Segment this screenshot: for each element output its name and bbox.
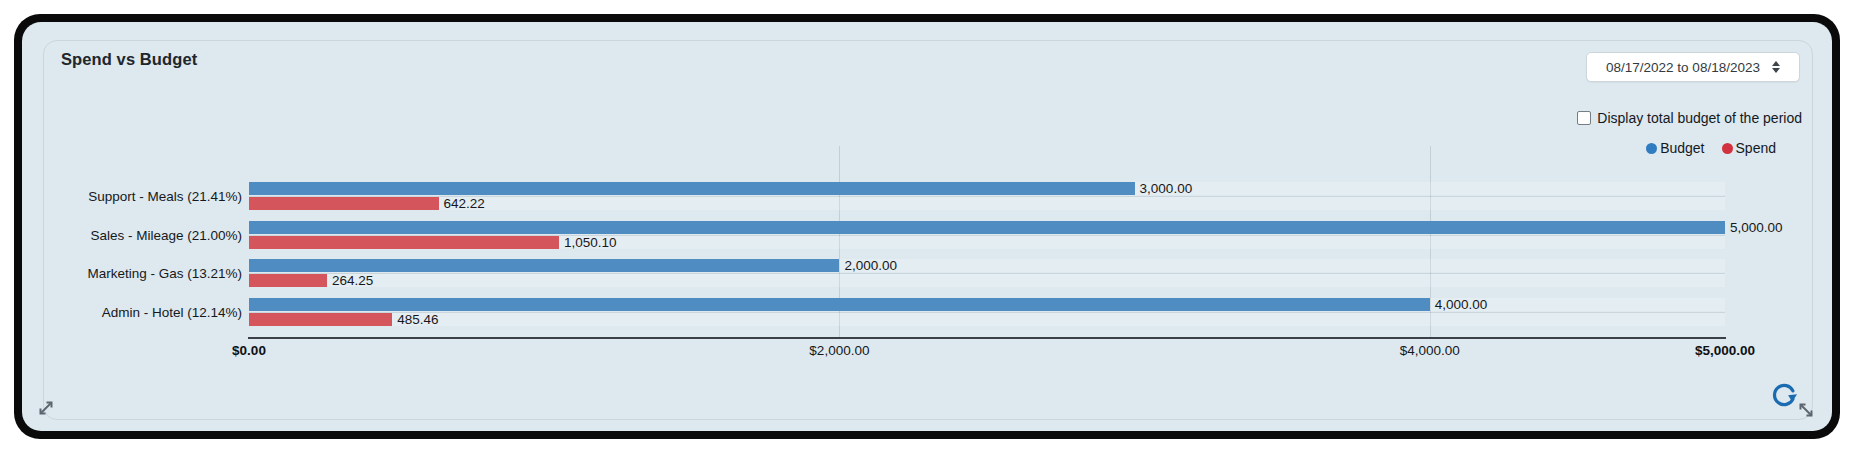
chart-area: Support - Meals (21.41%) 3,000.00 642.22 Sa…: [44, 41, 1812, 419]
budget-bar[interactable]: [249, 298, 1430, 311]
spend-bar-track: 642.22: [249, 197, 1725, 210]
category-row: Admin - Hotel (12.14%) 4,000.00 485.46: [44, 293, 1812, 331]
category-label: Marketing - Gas (13.21%): [44, 266, 242, 281]
spend-bar[interactable]: [249, 313, 392, 326]
budget-bar-track: 2,000.00: [249, 259, 1725, 272]
spend-bar-track: 485.46: [249, 313, 1725, 326]
axis-tick-label: $4,000.00: [1400, 343, 1460, 358]
budget-value-label: 3,000.00: [1140, 182, 1193, 195]
spend-bar[interactable]: [249, 197, 439, 210]
axis-tick-label: $0.00: [232, 343, 266, 358]
axis-tick-label: $5,000.00: [1695, 343, 1755, 358]
resize-handle-sw-icon[interactable]: [37, 399, 55, 417]
resize-handle-se-icon[interactable]: [1797, 401, 1815, 419]
page: Spend vs Budget 08/17/2022 to 08/18/2023…: [0, 0, 1854, 461]
spend-bar-track: 1,050.10: [249, 236, 1725, 249]
category-label: Sales - Mileage (21.00%): [44, 227, 242, 242]
spend-value-label: 264.25: [332, 274, 373, 287]
category-label: Support - Meals (21.41%): [44, 189, 242, 204]
widget-frame: Spend vs Budget 08/17/2022 to 08/18/2023…: [14, 14, 1840, 439]
spend-value-label: 485.46: [397, 313, 438, 326]
budget-bar[interactable]: [249, 182, 1135, 195]
refresh-icon[interactable]: [1769, 380, 1799, 410]
spend-vs-budget-card: Spend vs Budget 08/17/2022 to 08/18/2023…: [43, 40, 1813, 420]
spend-value-label: 1,050.10: [564, 236, 617, 249]
category-label: Admin - Hotel (12.14%): [44, 304, 242, 319]
spend-value-label: 642.22: [444, 197, 485, 210]
spend-bar-track: 264.25: [249, 274, 1725, 287]
spend-bar[interactable]: [249, 274, 327, 287]
widget-panel: Spend vs Budget 08/17/2022 to 08/18/2023…: [22, 22, 1832, 431]
budget-bar-track: 3,000.00: [249, 182, 1725, 195]
category-row: Support - Meals (21.41%) 3,000.00 642.22: [44, 177, 1812, 215]
budget-value-label: 5,000.00: [1730, 221, 1783, 234]
bar-group: 5,000.00 1,050.10: [249, 221, 1725, 249]
bar-group: 3,000.00 642.22: [249, 182, 1725, 210]
x-axis-line: [248, 337, 1726, 339]
budget-bar-track: 4,000.00: [249, 298, 1725, 311]
bar-group: 2,000.00 264.25: [249, 259, 1725, 287]
budget-value-label: 2,000.00: [844, 259, 897, 272]
budget-bar-track: 5,000.00: [249, 221, 1725, 234]
bar-group: 4,000.00 485.46: [249, 298, 1725, 326]
spend-bar[interactable]: [249, 236, 559, 249]
axis-tick-label: $2,000.00: [809, 343, 869, 358]
budget-bar[interactable]: [249, 221, 1725, 234]
budget-value-label: 4,000.00: [1435, 298, 1488, 311]
budget-bar[interactable]: [249, 259, 839, 272]
category-row: Marketing - Gas (13.21%) 2,000.00 264.25: [44, 254, 1812, 292]
category-row: Sales - Mileage (21.00%) 5,000.00 1,050.10: [44, 216, 1812, 254]
